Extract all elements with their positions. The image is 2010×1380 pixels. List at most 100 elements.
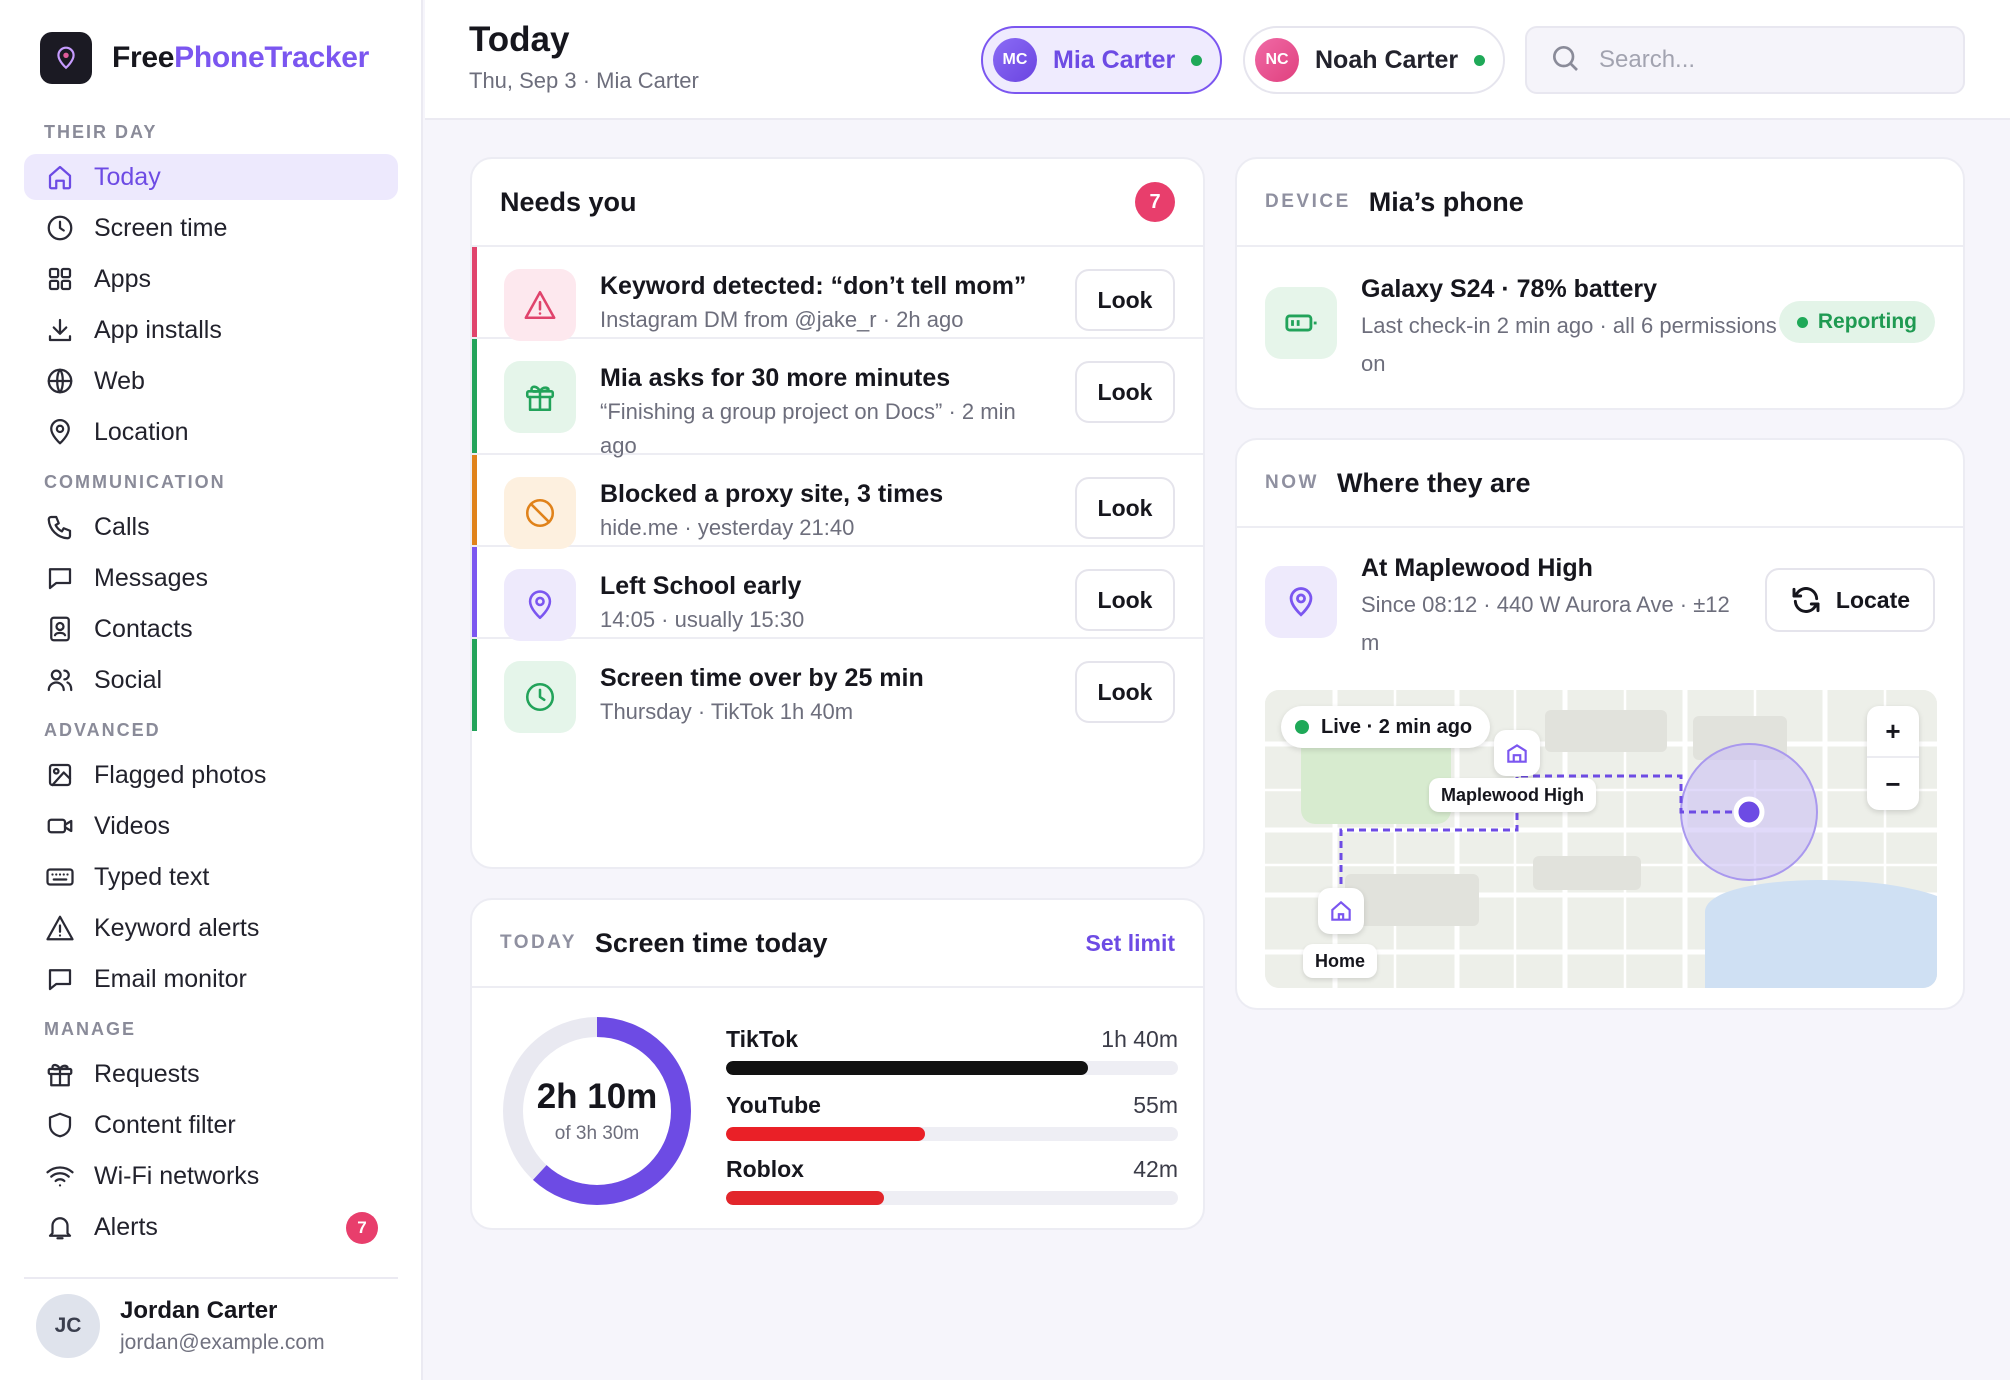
video-icon bbox=[44, 810, 76, 842]
look-button[interactable]: Look bbox=[1075, 569, 1175, 631]
sidebar-item-social[interactable]: Social bbox=[24, 657, 398, 703]
divider bbox=[24, 1277, 398, 1279]
globe-icon bbox=[44, 365, 76, 397]
alert-title: Keyword detected: “don’t tell mom” bbox=[600, 272, 1027, 300]
location-detail: Since 08:12 · 440 W Aurora Ave · ±12 m bbox=[1361, 592, 1730, 655]
look-button[interactable]: Look bbox=[1075, 361, 1175, 423]
child-name: Noah Carter bbox=[1315, 45, 1459, 74]
needs-you-card: Needs you 7 Keyword detected: “don’t tel… bbox=[470, 157, 1205, 869]
sidebar-item-web[interactable]: Web bbox=[24, 358, 398, 404]
sidebar-item-typed-text[interactable]: Typed text bbox=[24, 854, 398, 900]
sidebar-item-label: App installs bbox=[94, 315, 222, 344]
usage-bar-fill bbox=[726, 1191, 885, 1205]
device-model: Galaxy S24 · 78% battery bbox=[1361, 275, 1657, 303]
card-title: Where they are bbox=[1336, 467, 1531, 498]
user-name: Jordan Carter bbox=[120, 1297, 278, 1324]
look-button[interactable]: Look bbox=[1075, 661, 1175, 723]
sidebar-item-calls[interactable]: Calls bbox=[24, 504, 398, 550]
app-usage-row[interactable]: TikTok 1h 40m bbox=[726, 1026, 1178, 1075]
zoom-in-button[interactable]: + bbox=[1867, 706, 1919, 758]
alert-subtitle: hide.me · yesterday 21:40 bbox=[600, 515, 855, 540]
alert-item[interactable]: Left School early 14:05 · usually 15:30 Lo… bbox=[472, 547, 1203, 641]
zoom-controls: + − bbox=[1867, 706, 1919, 810]
child-switch-noah[interactable]: NC Noah Carter bbox=[1243, 26, 1506, 94]
alert-accent-bar bbox=[472, 247, 477, 337]
brand[interactable]: FreePhoneTracker bbox=[40, 32, 369, 84]
donut-progress bbox=[503, 1017, 691, 1205]
sidebar-item-screen-time[interactable]: Screen time bbox=[24, 205, 398, 251]
sidebar-item-requests[interactable]: Requests bbox=[24, 1051, 398, 1097]
nav-section-title: THEIR DAY bbox=[44, 122, 158, 142]
screen-time-donut: 2h 10m of 3h 30m bbox=[500, 1014, 694, 1208]
avatar: JC bbox=[36, 1294, 100, 1358]
screen-time-card: TODAY Screen time today Set limit 2h 10m… bbox=[470, 898, 1205, 1230]
alert-accent-bar bbox=[472, 339, 477, 453]
refresh-icon bbox=[1792, 587, 1820, 613]
sidebar-item-content-filter[interactable]: Content filter bbox=[24, 1102, 398, 1148]
status-badge: Reporting bbox=[1778, 301, 1935, 343]
sidebar-item-label: Messages bbox=[94, 563, 208, 592]
nav-section-title: COMMUNICATION bbox=[44, 472, 226, 492]
total-time: 2h 10m bbox=[536, 1077, 658, 1116]
contact-icon bbox=[44, 613, 76, 645]
sidebar-item-messages[interactable]: Messages bbox=[24, 555, 398, 601]
avatar: NC bbox=[1255, 38, 1299, 82]
alert-title: Left School early bbox=[600, 572, 802, 600]
card-kicker: NOW bbox=[1265, 472, 1319, 493]
sidebar-item-label: Flagged photos bbox=[94, 760, 267, 789]
sidebar-item-label: Alerts bbox=[94, 1212, 158, 1241]
location-card: NOW Where they are At Maplewood High Sin… bbox=[1235, 438, 1965, 1010]
card-title: Screen time today bbox=[594, 927, 828, 958]
battery-icon bbox=[1265, 287, 1337, 359]
alert-title: Blocked a proxy site, 3 times bbox=[600, 480, 944, 508]
page-title: Today bbox=[469, 20, 570, 59]
gift-icon bbox=[44, 1058, 76, 1090]
message-icon bbox=[44, 562, 76, 594]
home-icon[interactable] bbox=[1318, 888, 1364, 934]
sidebar-item-location[interactable]: Location bbox=[24, 409, 398, 455]
sidebar-item-email-monitor[interactable]: Email monitor bbox=[24, 956, 398, 1002]
alert-accent-bar bbox=[472, 455, 477, 545]
school-icon[interactable] bbox=[1494, 730, 1540, 776]
sidebar-item-videos[interactable]: Videos bbox=[24, 803, 398, 849]
pin-icon bbox=[44, 416, 76, 448]
online-status-dot bbox=[1474, 54, 1486, 66]
grid-icon bbox=[44, 263, 76, 295]
app-name: Roblox bbox=[726, 1156, 804, 1182]
locate-button[interactable]: Locate bbox=[1765, 568, 1935, 632]
user-profile[interactable]: JC Jordan Carter jordan@example.com bbox=[36, 1294, 325, 1358]
sidebar-item-label: Requests bbox=[94, 1059, 200, 1088]
sidebar-item-keyword-alerts[interactable]: Keyword alerts bbox=[24, 905, 398, 951]
app-usage-row[interactable]: YouTube 55m bbox=[726, 1092, 1178, 1141]
pin-icon bbox=[1265, 566, 1337, 638]
child-switch-mia[interactable]: MC Mia Carter bbox=[981, 26, 1223, 94]
card-kicker: TODAY bbox=[500, 932, 577, 953]
app-usage-row[interactable]: Roblox 42m bbox=[726, 1156, 1178, 1205]
set-limit-link[interactable]: Set limit bbox=[1085, 929, 1175, 956]
sidebar-item-alerts[interactable]: Alerts 7 bbox=[24, 1204, 398, 1250]
sidebar-item-flagged-photos[interactable]: Flagged photos bbox=[24, 752, 398, 798]
look-button[interactable]: Look bbox=[1075, 477, 1175, 539]
sidebar-item-label: Wi-Fi networks bbox=[94, 1161, 260, 1190]
alert-list: Keyword detected: “don’t tell mom” Instag… bbox=[472, 247, 1203, 733]
app-time: 42m bbox=[1133, 1156, 1178, 1182]
alert-item[interactable]: Screen time over by 25 min Thursday · Tik… bbox=[472, 639, 1203, 733]
alert-item[interactable]: Blocked a proxy site, 3 times hide.me · y… bbox=[472, 455, 1203, 549]
look-button[interactable]: Look bbox=[1075, 269, 1175, 331]
search-input[interactable] bbox=[1599, 46, 1959, 74]
alert-item[interactable]: Keyword detected: “don’t tell mom” Instag… bbox=[472, 247, 1203, 341]
alert-item[interactable]: Mia asks for 30 more minutes “Finishing a… bbox=[472, 339, 1203, 458]
sidebar-item-apps[interactable]: Apps bbox=[24, 256, 398, 302]
sidebar-item-app-installs[interactable]: App installs bbox=[24, 307, 398, 353]
sidebar-item-contacts[interactable]: Contacts bbox=[24, 606, 398, 652]
search-box[interactable] bbox=[1525, 26, 1965, 94]
zoom-out-button[interactable]: − bbox=[1885, 768, 1901, 799]
location-map[interactable]: Live · 2 min ago Maplewood High Home + − bbox=[1265, 690, 1937, 988]
alert-title: Mia asks for 30 more minutes bbox=[600, 364, 951, 392]
usage-bar-track bbox=[726, 1127, 1178, 1141]
alert-accent-bar bbox=[472, 547, 477, 637]
online-status-dot bbox=[1191, 54, 1203, 66]
sidebar-item-wi-fi-networks[interactable]: Wi-Fi networks bbox=[24, 1153, 398, 1199]
shield-icon bbox=[44, 1109, 76, 1141]
sidebar-item-today[interactable]: Today bbox=[24, 154, 398, 200]
